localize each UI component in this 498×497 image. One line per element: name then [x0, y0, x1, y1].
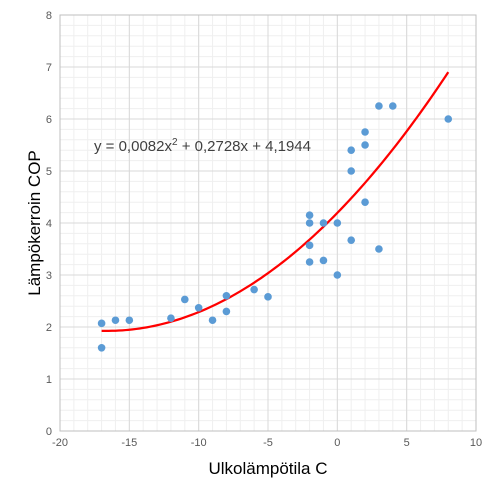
- x-tick-label: -15: [121, 437, 137, 449]
- data-point: [347, 236, 356, 244]
- data-point: [264, 293, 272, 301]
- plot-border: [59, 14, 477, 432]
- y-tick-label: 4: [46, 218, 52, 230]
- x-tick-label: 10: [470, 437, 482, 449]
- x-tick-label: -20: [52, 437, 68, 449]
- y-tick-label: 3: [46, 270, 52, 282]
- data-point: [375, 102, 383, 110]
- plot-area-border: [59, 14, 477, 432]
- y-tick-label: 2: [46, 322, 52, 334]
- data-point: [333, 219, 342, 227]
- data-point: [319, 256, 328, 265]
- data-point: [347, 167, 356, 175]
- data-point: [222, 292, 231, 300]
- data-point: [333, 271, 342, 279]
- data-point: [208, 316, 217, 325]
- data-point: [194, 303, 203, 312]
- gridlines: [59, 14, 477, 432]
- data-point: [305, 258, 314, 266]
- data-point: [167, 314, 175, 322]
- data-point: [319, 219, 328, 227]
- trendline-group: [101, 71, 450, 332]
- data-point: [305, 241, 314, 250]
- trendline: [101, 71, 450, 332]
- data-point: [375, 245, 383, 253]
- data-point: [97, 319, 106, 328]
- y-axis-title: Lämpökerroin COP: [25, 150, 44, 296]
- data-point: [389, 102, 397, 110]
- data-point: [361, 141, 369, 149]
- x-tick-label: -5: [263, 437, 273, 449]
- data-point: [444, 115, 453, 123]
- x-tick-label: 5: [404, 437, 410, 449]
- data-point: [222, 307, 231, 316]
- y-axis-tick-labels: 0 1 2 3 4 5 6 7 8: [46, 10, 52, 438]
- y-tick-label: 0: [46, 426, 52, 438]
- data-point: [305, 211, 314, 219]
- data-point: [347, 146, 356, 154]
- data-point: [305, 219, 314, 227]
- data-point: [97, 344, 106, 352]
- data-points: [97, 102, 453, 352]
- y-tick-label: 1: [46, 374, 52, 386]
- x-tick-label: -10: [191, 437, 207, 449]
- y-tick-label: 5: [46, 166, 52, 178]
- data-point: [250, 285, 258, 294]
- data-point: [125, 316, 134, 325]
- data-point: [111, 316, 120, 325]
- y-tick-label: 6: [46, 114, 52, 126]
- y-tick-label: 7: [46, 62, 52, 74]
- data-point: [361, 128, 369, 136]
- data-point: [181, 295, 189, 304]
- trendline-equation: y = 0,0082x2 + 0,2728x + 4,1944: [94, 137, 311, 155]
- y-tick-label: 8: [46, 10, 52, 22]
- x-axis-title: Ulkolämpötila C: [208, 459, 327, 478]
- x-axis-tick-labels: -20 -15 -10 -5 0 5 10: [52, 437, 482, 449]
- data-point: [361, 198, 369, 206]
- x-tick-label: 0: [334, 437, 340, 449]
